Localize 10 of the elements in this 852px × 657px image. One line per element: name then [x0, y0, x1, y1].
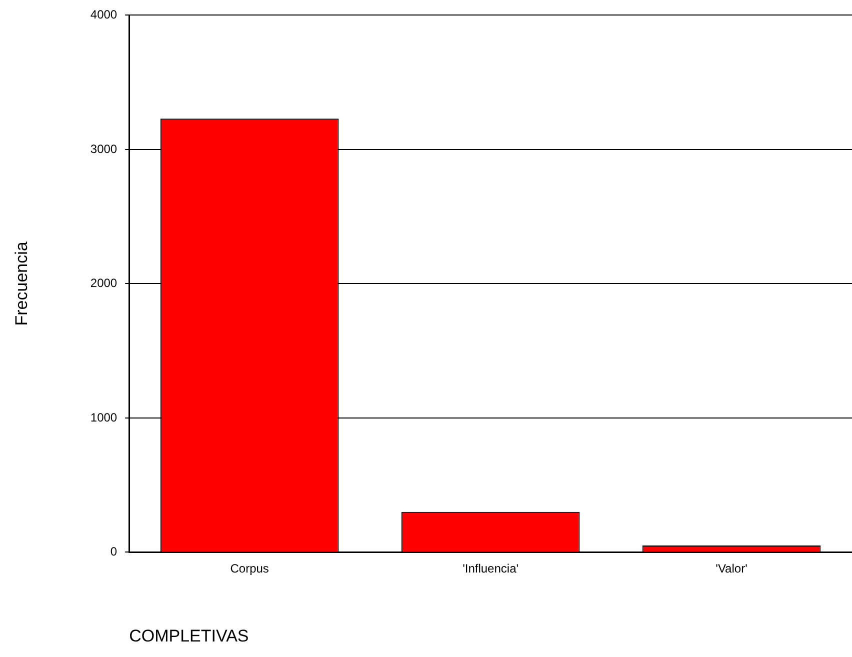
- x-axis-title: COMPLETIVAS: [129, 626, 249, 646]
- y-axis-title: Frecuencia: [12, 241, 31, 326]
- x-tick-label: Corpus: [230, 562, 269, 576]
- x-tick-label: 'Influencia': [462, 562, 519, 576]
- y-tick-label: 3000: [90, 142, 118, 156]
- y-tick-label: 1000: [90, 410, 118, 424]
- x-tick-label: 'Valor': [716, 562, 748, 576]
- y-tick-label: 4000: [90, 8, 118, 22]
- y-tick-label: 2000: [90, 276, 118, 290]
- y-tick-label: 0: [110, 544, 118, 559]
